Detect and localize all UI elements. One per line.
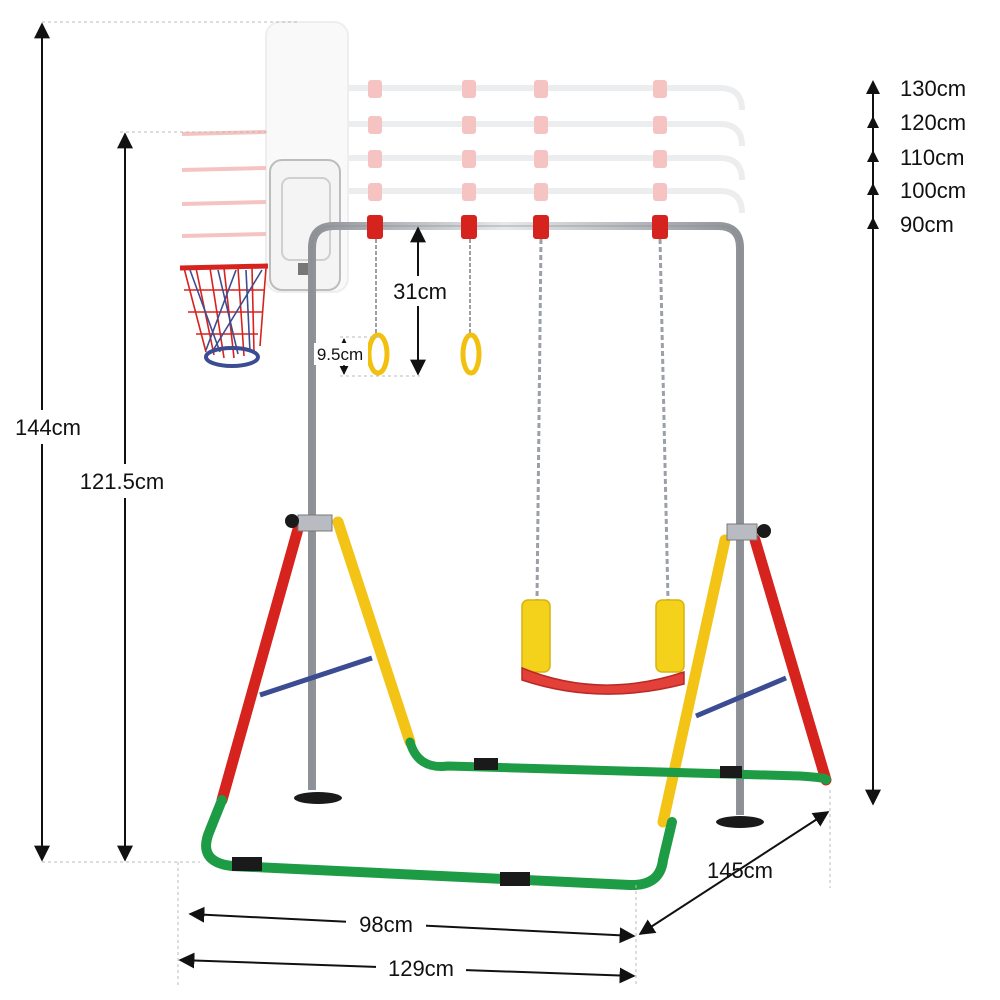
hoop-height-label: 121.5cm	[80, 469, 164, 494]
top-bar-clamps	[367, 215, 668, 239]
ring-drop-dimension: 31cm	[384, 226, 456, 376]
height-setting-110: 110cm	[900, 145, 964, 170]
right-a-frame	[657, 523, 832, 828]
inner-width-label: 98cm	[359, 912, 413, 937]
overall-height-label: 144cm	[15, 415, 81, 440]
gymnastic-rings	[366, 239, 482, 376]
ghost-height-positions	[181, 21, 745, 293]
overall-height-dimension: 144cm	[4, 22, 92, 862]
height-setting-130: 130cm	[900, 76, 966, 101]
basketball-hoop-net	[179, 263, 269, 368]
ring-diameter-dimension: 9.5cm	[314, 338, 368, 375]
inner-width-dimension: 98cm	[188, 906, 636, 944]
ring-diameter-label: 9.5cm	[317, 345, 363, 364]
height-setting-100: 100cm	[900, 178, 966, 203]
height-setting-120: 120cm	[900, 110, 966, 135]
ring-drop-label: 31cm	[393, 279, 447, 304]
depth-dimension: 145cm	[638, 811, 830, 935]
outer-width-dimension: 129cm	[178, 952, 636, 984]
swing-seat	[521, 238, 685, 695]
depth-label: 145cm	[707, 858, 773, 883]
top-bar	[308, 222, 744, 815]
hoop-height-dimension: 121.5cm	[68, 132, 180, 862]
left-a-frame	[216, 514, 416, 806]
height-settings-scale: 130cm 120cm 110cm 100cm 90cm	[865, 76, 966, 806]
guide-lines	[42, 21, 831, 985]
height-setting-90: 90cm	[900, 212, 954, 237]
outer-width-label: 129cm	[388, 956, 454, 981]
